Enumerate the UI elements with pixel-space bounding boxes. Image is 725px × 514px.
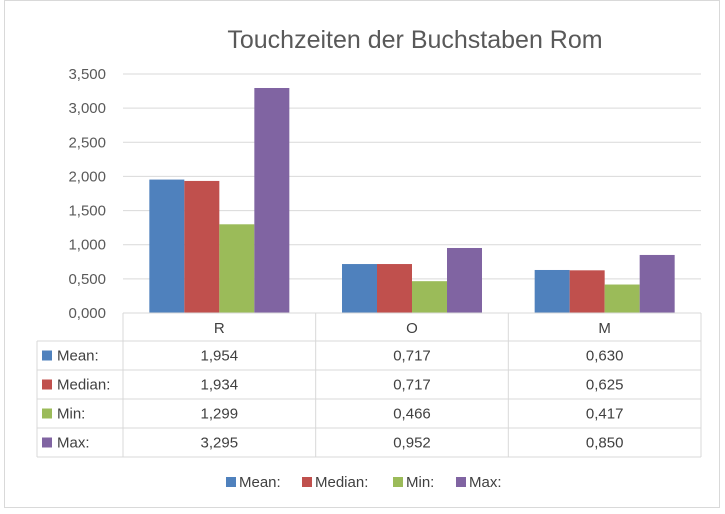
y-tick-label: 3,500 — [68, 66, 106, 83]
y-tick-label: 1,500 — [68, 203, 106, 220]
series-key-swatch — [42, 408, 52, 419]
data-label: 1,299 — [201, 406, 239, 423]
series-row-label: Min: — [57, 406, 85, 423]
series-key-swatch — [42, 437, 52, 448]
data-label: 1,934 — [201, 377, 239, 394]
legend-swatch — [456, 477, 466, 487]
series-key-swatch — [42, 379, 52, 390]
y-tick-label: 0,000 — [68, 305, 106, 322]
category-label: O — [406, 320, 418, 337]
legend-swatch — [226, 477, 236, 487]
data-label: 0,466 — [393, 406, 431, 423]
bar — [219, 224, 255, 313]
legend-label: Max: — [469, 474, 502, 491]
bar — [377, 264, 412, 313]
bar — [184, 180, 220, 313]
data-label: 0,717 — [393, 377, 431, 394]
data-label: 1,954 — [201, 348, 239, 365]
bar — [412, 281, 447, 313]
series-row-label: Median: — [57, 377, 110, 394]
bar — [149, 179, 185, 313]
y-tick-label: 2,000 — [68, 168, 106, 185]
bar — [342, 264, 377, 313]
series-key-swatch — [42, 350, 52, 361]
bar — [534, 269, 570, 313]
chart-title: Touchzeiten der Buchstaben Rom — [227, 26, 602, 54]
y-tick-label: 0,500 — [68, 271, 106, 288]
series-row-label: Mean: — [57, 348, 99, 365]
category-label: M — [598, 320, 611, 337]
bars — [149, 87, 675, 314]
legend-swatch — [393, 477, 403, 487]
legend-swatch — [302, 477, 312, 487]
legend-label: Mean: — [239, 474, 281, 491]
data-table: R O M Mean: 1,954 0,717 0,630 Median: 1,934 0,717… — [36, 312, 702, 458]
data-label: 0,625 — [586, 377, 624, 394]
data-label: 0,417 — [586, 406, 624, 423]
bar — [569, 270, 605, 313]
data-label: 0,952 — [393, 435, 431, 452]
y-tick-label: 2,500 — [68, 134, 106, 151]
legend: Mean: Median: Min: Max: — [226, 474, 502, 491]
data-label: 3,295 — [201, 435, 239, 452]
y-tick-label: 3,000 — [68, 100, 106, 117]
y-tick-label: 1,000 — [68, 237, 106, 254]
bar — [447, 247, 482, 313]
data-label: 0,717 — [393, 348, 431, 365]
bar — [604, 284, 640, 313]
bar — [254, 87, 290, 314]
data-label: 0,630 — [586, 348, 624, 365]
legend-label: Median: — [315, 474, 368, 491]
legend-label: Min: — [406, 474, 434, 491]
data-label: 0,850 — [586, 435, 624, 452]
category-label: R — [214, 320, 225, 337]
bar — [639, 254, 675, 313]
series-row-label: Max: — [57, 435, 90, 452]
y-axis-tick-labels: 0,000 0,500 1,000 1,500 2,000 2,500 3,000 3,500 — [68, 66, 106, 322]
